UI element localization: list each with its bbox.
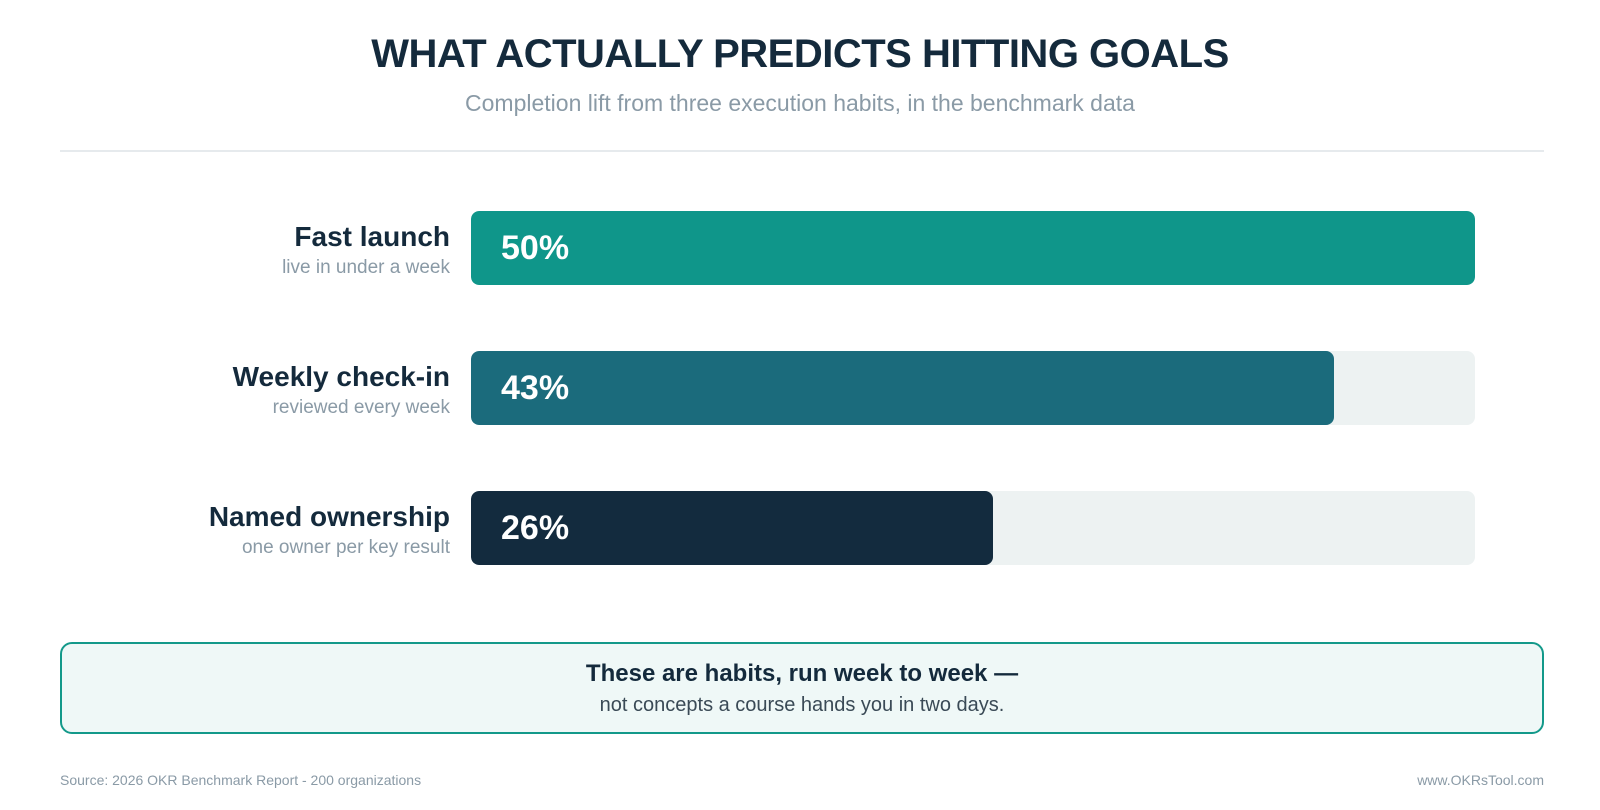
category-sublabel: reviewed every week [272,397,450,418]
bar-track: 26% [471,491,1475,565]
takeaway-callout: These are habits, run week to week — not… [60,642,1544,734]
category-label: Fast launch [294,221,450,252]
callout-heading: These are habits, run week to week — [585,660,1019,687]
header-divider [60,150,1544,152]
bar-row: Named ownership one owner per key result… [0,491,1600,565]
bar-track: 43% [471,351,1475,425]
category-label: Weekly check-in [232,361,450,392]
chart-subtitle: Completion lift from three execution hab… [465,90,1135,116]
site-link[interactable]: www.OKRsTool.com [1417,772,1544,788]
callout-text: not concepts a course hands you in two d… [599,694,1005,716]
source-note: Source: 2026 OKR Benchmark Report - 200 … [60,772,422,788]
bar-row: Weekly check-in reviewed every week 43% [0,351,1600,425]
category-sublabel: one owner per key result [241,537,450,558]
category-label: Named ownership [208,501,450,532]
category-sublabel: live in under a week [282,257,450,278]
bar-row: Fast launch live in under a week 50% [0,211,1600,285]
bar-value-label: 43% [501,369,570,407]
bar-value-label: 50% [501,229,570,267]
bar [471,211,1475,285]
bar [471,491,993,565]
chart-title: WHAT ACTUALLY PREDICTS HITTING GOALS [371,32,1229,76]
bar-value-label: 26% [501,509,570,547]
bar [471,351,1334,425]
bar-track: 50% [471,211,1475,285]
